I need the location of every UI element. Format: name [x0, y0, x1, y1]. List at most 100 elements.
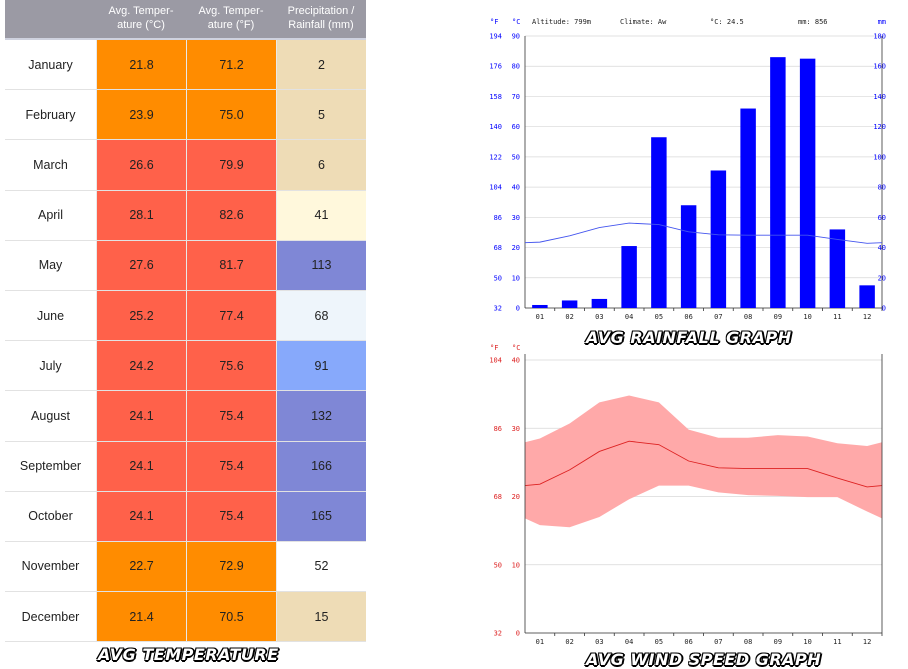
y-tick-f: 32 — [494, 305, 502, 313]
table-row: January 21.8 71.2 2 — [5, 40, 366, 91]
x-tick-label: 05 — [655, 313, 663, 321]
temp-f-cell: 79.9 — [186, 140, 276, 190]
month-cell: January — [5, 40, 96, 90]
table-row: February 23.9 75.0 5 — [5, 90, 366, 141]
y-tick-f: 86 — [494, 214, 502, 222]
y-tick-mm: 140 — [873, 93, 886, 101]
x-tick-label: 01 — [536, 638, 544, 646]
temp-f-cell: 72.9 — [186, 541, 276, 592]
rainfall-caption: AVG RAINFALL GRAPH — [586, 328, 792, 347]
x-tick-label: 08 — [744, 313, 752, 321]
x-tick-label: 06 — [684, 313, 692, 321]
x-tick-label: 07 — [714, 638, 722, 646]
unit-mm-label: mm — [878, 18, 886, 26]
rain-bar — [710, 170, 727, 308]
temp-f-cell: 77.4 — [186, 290, 276, 341]
table-row: June 25.2 77.4 68 — [5, 290, 366, 342]
temp-c-cell: 21.4 — [96, 592, 186, 642]
rain-bar — [680, 205, 697, 308]
rain-bar — [740, 108, 756, 309]
climate-label: Climate: Aw — [620, 18, 667, 26]
wind-caption: AVG WIND SPEED GRAPH — [586, 650, 822, 669]
rain-bar — [532, 304, 548, 308]
month-cell: March — [5, 140, 96, 190]
x-tick-label: 12 — [863, 638, 871, 646]
temp-f-cell: 75.4 — [186, 391, 276, 441]
temperature-range-band — [525, 395, 882, 528]
rainfall-cell: 68 — [276, 290, 366, 341]
y-tick-c: 70 — [512, 93, 520, 101]
x-tick-label: 08 — [744, 638, 752, 646]
table-row: August 24.1 75.4 132 — [5, 391, 366, 442]
x-tick-label: 01 — [536, 313, 544, 321]
temp-c-cell: 26.6 — [96, 140, 186, 190]
y-tick-mm: 180 — [873, 33, 886, 41]
y-tick-f: 32 — [494, 630, 502, 638]
y-tick-c: 10 — [512, 561, 520, 569]
rainfall-cell: 165 — [276, 491, 366, 541]
rainfall-cell: 166 — [276, 441, 366, 491]
temp-c-cell: 28.1 — [96, 190, 186, 240]
rain-bar — [829, 229, 846, 308]
temp-c-cell: 21.8 — [96, 40, 186, 90]
temperature-caption: AVG TEMPERATURE — [98, 645, 279, 664]
x-tick-label: 10 — [803, 313, 811, 321]
temp-f-cell: 71.2 — [186, 40, 276, 90]
rain-bar — [799, 58, 816, 308]
rainfall-cell: 41 — [276, 190, 366, 240]
temp-c-cell: 27.6 — [96, 240, 186, 290]
temp-f-cell: 82.6 — [186, 190, 276, 240]
y-tick-c: 0 — [516, 305, 520, 313]
x-tick-label: 03 — [595, 638, 603, 646]
y-tick-mm: 100 — [873, 153, 886, 161]
rainfall-cell: 52 — [276, 541, 366, 592]
temperature-line — [524, 222, 883, 244]
header-temp-c: Avg. Temper- ature (°C) — [108, 5, 174, 31]
y-tick-f: 104 — [489, 357, 502, 365]
y-tick-c: 0 — [516, 630, 520, 638]
y-tick-f: 140 — [489, 123, 502, 131]
x-tick-label: 09 — [774, 313, 782, 321]
rain-bar — [561, 300, 578, 308]
table-row: April 28.1 82.6 41 — [5, 190, 366, 241]
temp-c-cell: 22.7 — [96, 541, 186, 592]
y-tick-f: 50 — [494, 561, 502, 569]
table-row: July 24.2 75.6 91 — [5, 341, 366, 392]
month-cell: September — [5, 441, 96, 491]
rain-bar — [621, 246, 637, 308]
table-row: November 22.7 72.9 52 — [5, 541, 366, 593]
y-tick-f: 86 — [494, 425, 502, 433]
temp-f-cell: 75.6 — [186, 341, 276, 391]
y-tick-c: 60 — [512, 123, 520, 131]
y-tick-f: 194 — [489, 33, 502, 41]
y-tick-c: 50 — [512, 153, 520, 161]
x-tick-label: 03 — [595, 313, 603, 321]
temp-f-cell: 70.5 — [186, 592, 276, 642]
temp-f-cell: 75.0 — [186, 90, 276, 140]
rain-bar — [859, 285, 875, 308]
month-cell: June — [5, 290, 96, 341]
month-cell: December — [5, 592, 96, 642]
wind-speed-chart: °F °C 32 0 50 10 68 20 86 30 104 40 01 02 03 04 05 06 07 08… — [489, 344, 883, 646]
table-row: September 24.1 75.4 166 — [5, 441, 366, 492]
month-cell: October — [5, 491, 96, 541]
y-tick-f: 176 — [489, 63, 502, 71]
month-cell: November — [5, 541, 96, 592]
x-tick-label: 11 — [833, 638, 841, 646]
x-tick-label: 02 — [565, 313, 573, 321]
month-cell: April — [5, 190, 96, 240]
y-tick-f: 68 — [494, 493, 502, 501]
temp-c-cell: 25.2 — [96, 290, 186, 341]
y-tick-mm: 0 — [882, 305, 886, 313]
total-rain-label: mm: 856 — [798, 18, 828, 26]
x-tick-label: 07 — [714, 313, 722, 321]
unit-c-label: °C — [512, 18, 520, 26]
rainfall-cell: 132 — [276, 391, 366, 441]
y-tick-f: 158 — [489, 93, 502, 101]
rain-bar — [651, 137, 667, 308]
month-cell: May — [5, 240, 96, 290]
month-cell: August — [5, 391, 96, 441]
temp-c-cell: 23.9 — [96, 90, 186, 140]
temp-c-cell: 24.2 — [96, 341, 186, 391]
temp-f-cell: 75.4 — [186, 441, 276, 491]
